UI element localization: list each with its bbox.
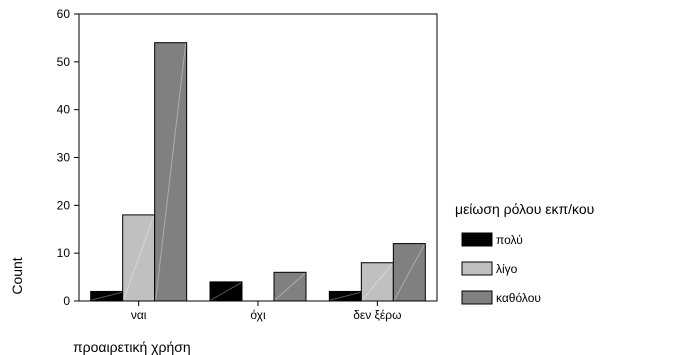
x-axis: ναι όχι δεν ξέρω — [131, 301, 401, 322]
bar-highlight — [210, 282, 242, 301]
x-tick-label: ναι — [131, 308, 147, 322]
bar-highlight — [155, 43, 187, 301]
bar-highlight — [361, 263, 393, 301]
legend: μείωση ρόλου εκπ/κου πολύ λίγο καθόλου — [455, 201, 594, 305]
bar-highlight — [91, 291, 122, 301]
y-axis-title: Count — [9, 257, 25, 294]
bar-highlight — [330, 291, 361, 301]
legend-label: πολύ — [496, 233, 523, 247]
y-tick-label: 10 — [57, 246, 71, 260]
bar — [122, 214, 156, 302]
bar — [154, 42, 188, 302]
bar-series — [90, 42, 426, 302]
x-axis-title: προαιρετική χρήση — [73, 339, 191, 355]
y-tick-label: 0 — [63, 294, 70, 308]
x-tick-label: όχι — [250, 308, 266, 322]
legend-swatch — [461, 261, 493, 276]
y-tick-label: 60 — [57, 7, 71, 21]
y-tick-label: 40 — [57, 103, 71, 117]
legend-title: μείωση ρόλου εκπ/κου — [455, 201, 594, 217]
legend-label: λίγο — [496, 262, 518, 276]
legend-swatch — [461, 232, 493, 247]
y-tick-label: 50 — [57, 55, 71, 69]
x-tick-label: δεν ξέρω — [353, 308, 401, 322]
y-tick-label: 30 — [57, 151, 71, 165]
bar — [273, 271, 307, 302]
legend-swatch — [461, 290, 493, 305]
y-tick-label: 20 — [57, 198, 71, 212]
bar — [392, 243, 426, 302]
bar-highlight — [123, 215, 155, 301]
y-axis: 0 10 20 30 40 50 60 — [57, 7, 79, 308]
bar — [209, 281, 243, 302]
bar-highlight — [274, 272, 306, 301]
legend-label: καθόλου — [496, 291, 541, 305]
bar-highlight — [393, 244, 425, 301]
